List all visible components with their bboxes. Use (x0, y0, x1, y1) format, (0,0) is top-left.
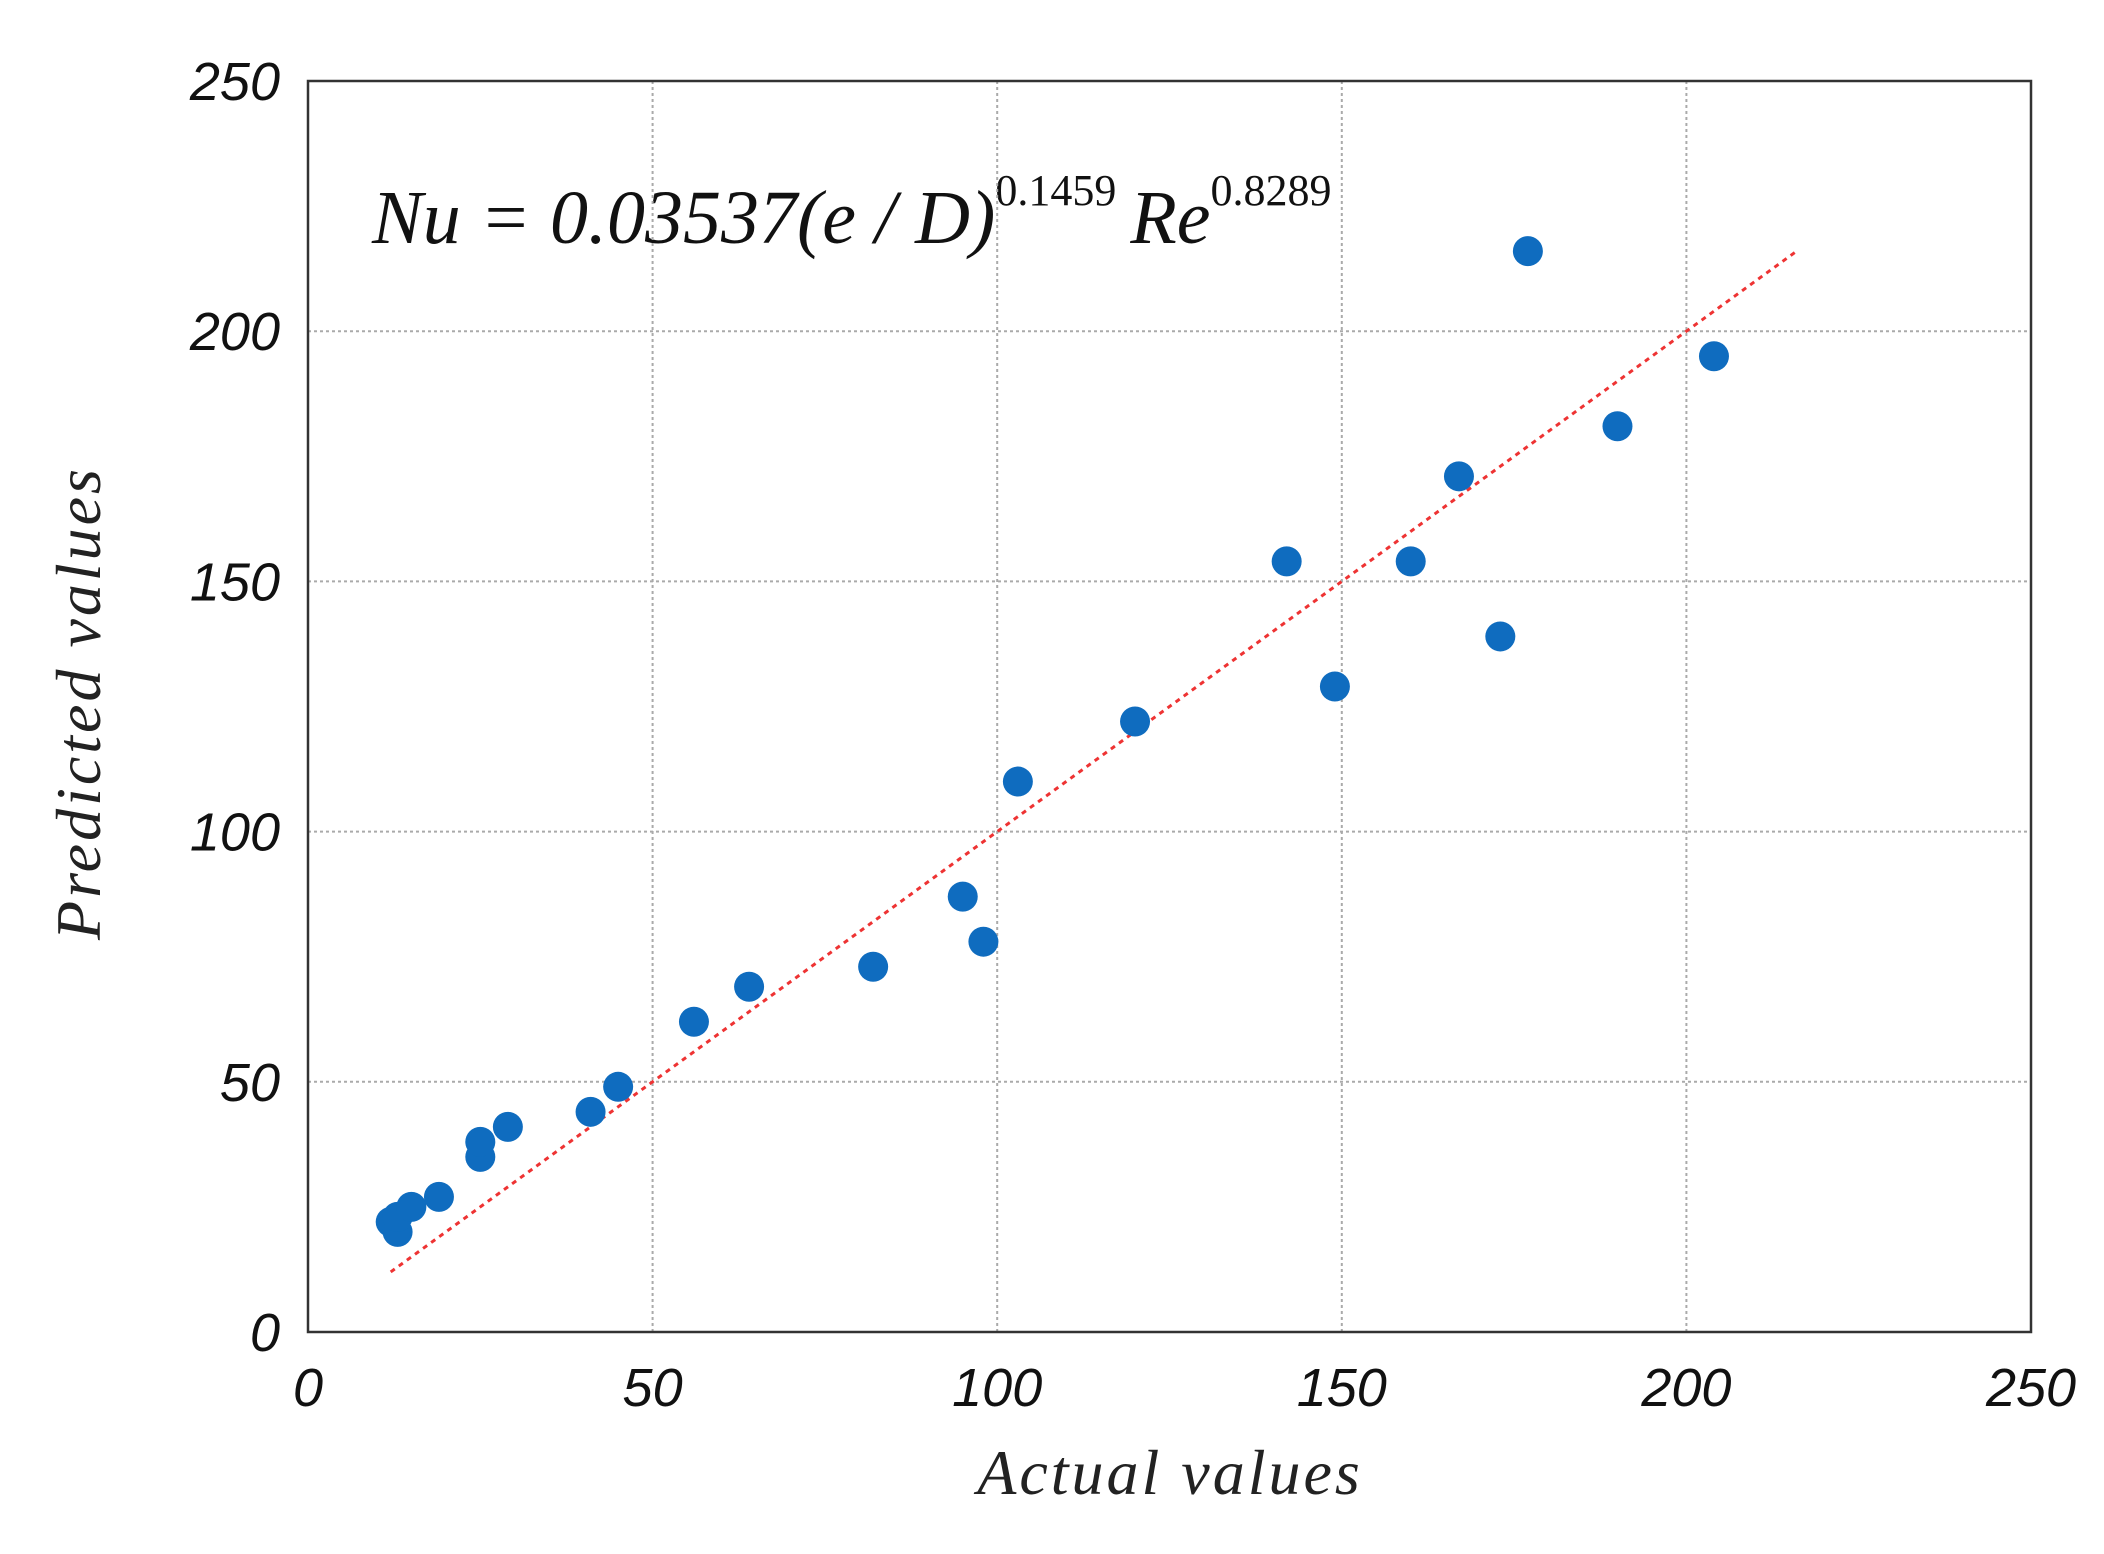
point (1395, 546, 1426, 577)
point (1485, 621, 1516, 652)
y-tick-label: 250 (189, 52, 280, 112)
point (678, 1006, 709, 1037)
x-tick-label: 0 (293, 1358, 323, 1418)
y-tick-label: 200 (189, 302, 280, 362)
point (1698, 341, 1729, 372)
x-tick-label: 200 (1640, 1358, 1731, 1418)
equation: Nu = 0.03537(e / D)0.1459 Re0.8289 (371, 166, 1331, 260)
x-axis-label: Actual values (973, 1437, 1363, 1508)
point (575, 1096, 606, 1127)
point (858, 951, 889, 982)
point (423, 1181, 454, 1212)
point (1002, 766, 1033, 797)
equation-exponent: 0.1459 (995, 166, 1116, 215)
equation-part: Nu = 0.03537(e / D) (371, 176, 995, 260)
y-axis-label: Predicted values (43, 466, 114, 941)
y-tick-label: 150 (190, 552, 280, 612)
x-tick-label: 150 (1297, 1358, 1387, 1418)
equation-part: Re (1129, 176, 1210, 260)
point (396, 1191, 427, 1222)
point (947, 881, 978, 912)
point (1512, 236, 1543, 267)
point (968, 926, 999, 957)
point (1120, 706, 1151, 737)
point (603, 1071, 634, 1102)
x-tick-label: 50 (623, 1358, 683, 1418)
point (1602, 411, 1633, 442)
point (1271, 546, 1302, 577)
plot: 0 50 100 150 200 250 0 50 100 150 200 250 (189, 52, 2076, 1418)
equation-exponent: 0.8289 (1210, 166, 1331, 215)
point (465, 1126, 496, 1157)
x-tick-label: 250 (1985, 1358, 2076, 1418)
point (492, 1111, 523, 1142)
x-tick-label: 100 (952, 1358, 1042, 1418)
point (1443, 461, 1474, 492)
point (734, 971, 765, 1002)
y-tick-label: 100 (190, 803, 280, 863)
plot-frame (306, 79, 2033, 1334)
y-tick-label: 0 (250, 1303, 280, 1363)
point (1319, 671, 1350, 702)
y-tick-label: 50 (220, 1053, 280, 1113)
